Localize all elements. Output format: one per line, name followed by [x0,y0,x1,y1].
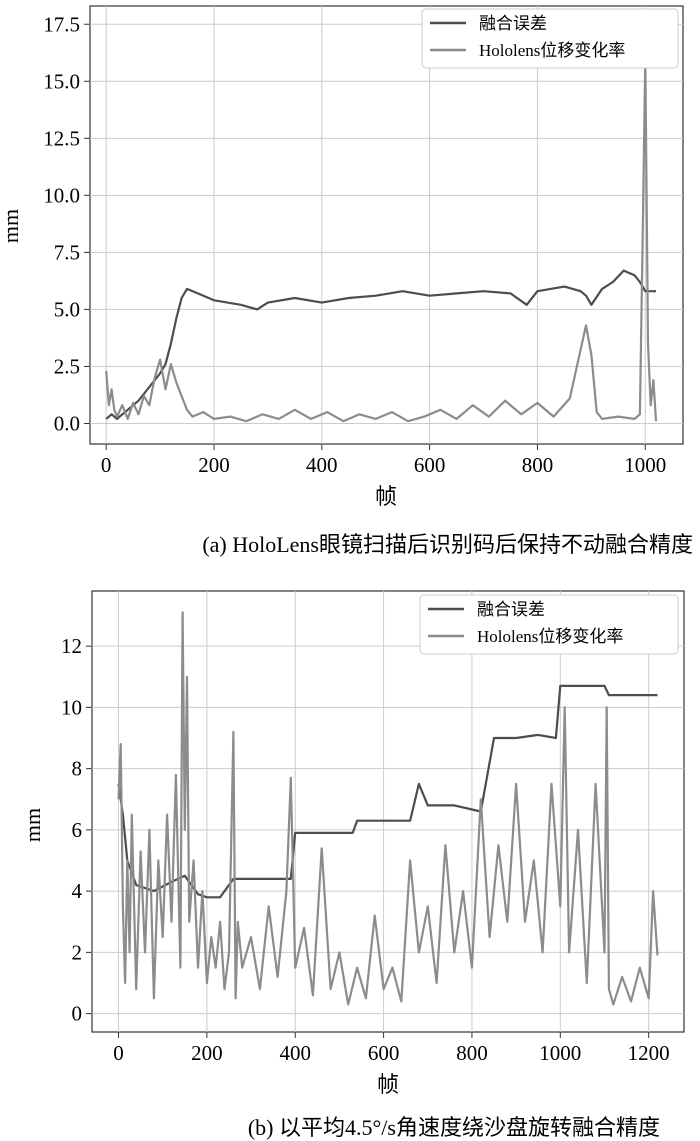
chart-a-y-tick-label-2: 5.0 [54,297,80,321]
chart-a-x-tick-label-4: 800 [522,453,554,477]
chart-a-x-ticks: 0 200 400 600 800 1000 [101,444,666,477]
chart-a-x-tick-label-1: 200 [198,453,230,477]
chart-b-y-tick-label-5: 10 [61,695,82,719]
chart-a-x-tick-label-3: 600 [414,453,446,477]
chart-b-series-line-0 [117,684,658,899]
chart-a-x-tick-label-0: 0 [101,453,112,477]
chart-a-xlabel: 帧 [375,484,397,509]
chart-b-x-tick-label-3: 600 [368,1041,400,1065]
chart-b-y-tick-label-0: 0 [72,1002,83,1026]
chart-b-series [117,611,659,1006]
chart-b-y-tick-label-3: 6 [72,818,83,842]
chart-a-legend: 融合误差 Hololens位移变化率 [421,8,679,69]
chart-a-y-ticks: 0.0 2.5 5.0 7.5 10.0 12.5 15.0 17.5 [43,12,90,435]
chart-b-legend-label-0: 融合误差 [477,600,545,619]
chart-b-caption: (b) 以平均4.5°/s角速度绕沙盘旋转融合精度 [248,1115,660,1140]
chart-b-x-tick-label-4: 800 [456,1041,488,1065]
chart-b-legend-box [419,594,679,655]
chart-b-x-tick-label-2: 400 [279,1041,311,1065]
chart-a-y-tick-label-4: 10.0 [43,183,80,207]
chart-a-ylabel: mm [0,209,23,243]
chart-a-plot-frame [89,5,684,445]
chart-a-x-tick-label-5: 1000 [624,453,666,477]
chart-a-series-line-1 [105,57,658,423]
chart-a-y-tick-label-6: 15.0 [43,69,80,93]
chart-b-x-tick-label-0: 0 [113,1041,124,1065]
chart-b-y-ticks: 0 2 4 6 8 10 12 [61,634,92,1026]
chart-b-y-tick-label-2: 4 [72,879,83,903]
chart-a-legend-label-1: Hololens位移变化率 [479,41,625,60]
chart-b-y-tick-label-6: 12 [61,634,82,658]
chart-a-y-tick-label-0: 0.0 [54,411,80,435]
chart-a-legend-box [421,8,679,69]
chart-b-y-tick-label-1: 2 [72,940,83,964]
chart-b-series-line-1 [117,611,659,1006]
chart-a-x-tick-label-2: 400 [306,453,338,477]
chart-a-caption: (a) HoloLens眼镜扫描后识别码后保持不动融合精度 [202,532,693,557]
chart-b-x-tick-label-6: 1200 [628,1041,670,1065]
chart-a-series [105,57,658,423]
chart-b-legend: 融合误差 Hololens位移变化率 [419,594,679,655]
chart-a-y-tick-label-7: 17.5 [43,12,80,36]
chart-b-legend-label-1: Hololens位移变化率 [477,627,623,646]
chart-a-y-tick-label-3: 7.5 [54,240,80,264]
chart-a-legend-label-0: 融合误差 [479,14,547,33]
chart-a: 0 200 400 600 800 1000 0.0 2.5 5.0 7.5 10.0 12.5 15… [0,5,693,557]
chart-a-y-tick-label-1: 2.5 [54,354,80,378]
chart-b: 0 200 400 600 800 1000 1200 0 2 4 6 8 10 12 帧 mm 融合误… [20,590,685,1140]
chart-a-grid [90,6,683,444]
chart-b-ylabel: mm [20,808,45,842]
chart-b-x-ticks: 0 200 400 600 800 1000 1200 [113,1032,670,1065]
chart-b-y-tick-label-4: 8 [72,757,83,781]
chart-b-x-tick-label-5: 1000 [539,1041,581,1065]
chart-b-x-tick-label-1: 200 [191,1041,223,1065]
chart-a-y-tick-label-5: 12.5 [43,126,80,150]
chart-b-xlabel: 帧 [377,1072,399,1097]
